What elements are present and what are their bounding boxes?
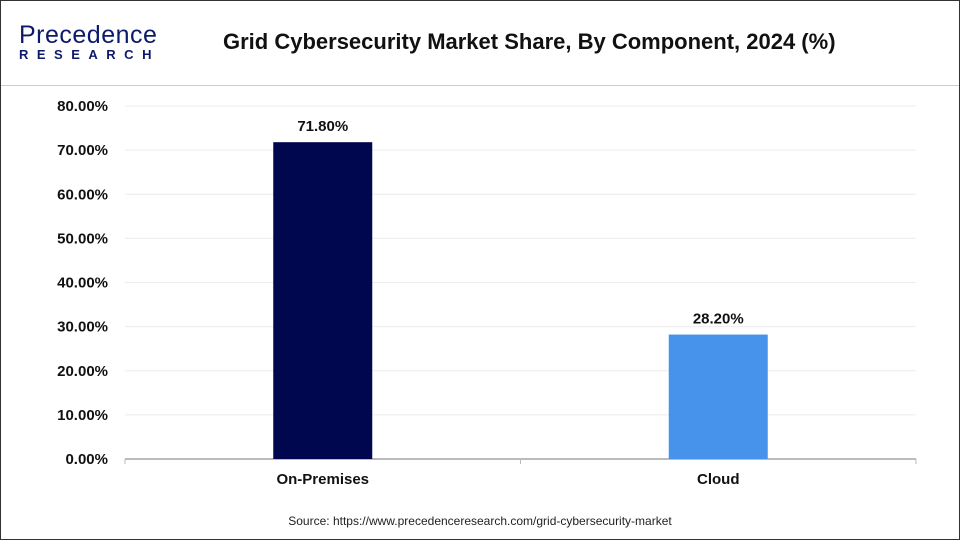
y-tick-label: 0.00% <box>65 451 108 468</box>
y-tick-label: 30.00% <box>57 319 108 336</box>
y-tick-label: 20.00% <box>57 363 108 380</box>
x-tick-label: On-Premises <box>276 471 369 488</box>
y-tick-label: 10.00% <box>57 407 108 424</box>
chart-title: Grid Cybersecurity Market Share, By Comp… <box>223 29 836 54</box>
header: Precedence RESEARCH Grid Cybersecurity M… <box>1 1 959 86</box>
y-tick-label: 50.00% <box>57 230 108 247</box>
source-note: Source: https://www.precedenceresearch.c… <box>288 514 672 528</box>
logo-text-top: Precedence <box>19 21 158 49</box>
data-label: 71.80% <box>297 118 348 135</box>
y-tick-label: 80.00% <box>57 98 108 115</box>
y-tick-label: 40.00% <box>57 275 108 292</box>
logo: Precedence RESEARCH <box>19 23 160 63</box>
bar-on-premises <box>273 142 373 459</box>
bar-cloud <box>668 334 768 459</box>
data-label: 28.20% <box>693 311 744 328</box>
y-tick-label: 70.00% <box>57 142 108 159</box>
x-tick-label: Cloud <box>697 471 740 488</box>
logo-text-bottom: RESEARCH <box>19 47 160 62</box>
y-tick-label: 60.00% <box>57 186 108 203</box>
